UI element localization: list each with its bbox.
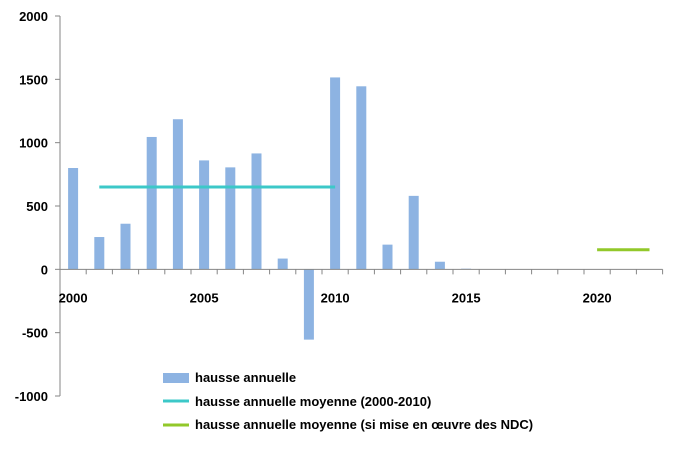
bar-2003: [146, 136, 157, 270]
y-tick-label-500: 500: [26, 199, 48, 214]
y-tick-label-2000: 2000: [19, 9, 48, 24]
bar-2013: [408, 195, 419, 270]
y-tick-label-1000: 1000: [19, 136, 48, 151]
y-tick-label--500: -500: [22, 326, 48, 341]
bar-2008: [277, 258, 288, 270]
y-tick-label-0: 0: [41, 262, 48, 277]
lines-layer: [99, 185, 650, 252]
bar-2012: [382, 244, 393, 270]
x-tick-label-2000: 2000: [59, 290, 88, 305]
x-tick-label-2010: 2010: [321, 290, 350, 305]
bars-layer: [68, 77, 472, 340]
x-tick-label-2020: 2020: [583, 290, 612, 305]
legend-item-bars: hausse annuelle: [163, 366, 533, 390]
bar-2000: [68, 168, 79, 270]
legend-swatch-avg-ndc: [163, 423, 189, 427]
bar-2004: [172, 119, 183, 270]
bar-2005: [199, 160, 210, 270]
legend-label-avg-ndc: hausse annuelle moyenne (si mise en œuvr…: [195, 417, 534, 433]
legend-label-bars: hausse annuelle: [195, 370, 297, 386]
bar-2007: [251, 153, 262, 270]
bar-2002: [120, 223, 131, 270]
bar-2006: [225, 167, 236, 270]
x-tick-label-2015: 2015: [452, 290, 481, 305]
y-tick-label--1000: -1000: [15, 389, 48, 404]
legend-label-avg-2000-2010: hausse annuelle moyenne (2000-2010): [195, 393, 432, 409]
bar-2001: [94, 237, 105, 270]
bar-2011: [356, 86, 367, 270]
y-tick-label-1500: 1500: [19, 72, 48, 87]
legend-item-avg-2000-2010: hausse annuelle moyenne (2000-2010): [163, 390, 533, 414]
x-tick-label-2005: 2005: [190, 290, 219, 305]
legend-swatch-avg-2000-2010: [163, 399, 189, 403]
bar-2014: [434, 261, 445, 270]
bar-2009: [303, 269, 314, 340]
bar-2010: [330, 77, 341, 270]
axes-layer: -1000 -500 0 500 1000 1500 2000 2000 2005 2010 201…: [15, 9, 664, 404]
legend-item-avg-ndc: hausse annuelle moyenne (si mise en œuvr…: [163, 413, 533, 437]
legend-swatch-bars: [163, 372, 189, 383]
legend: hausse annuelle hausse annuelle moyenne …: [163, 366, 533, 437]
